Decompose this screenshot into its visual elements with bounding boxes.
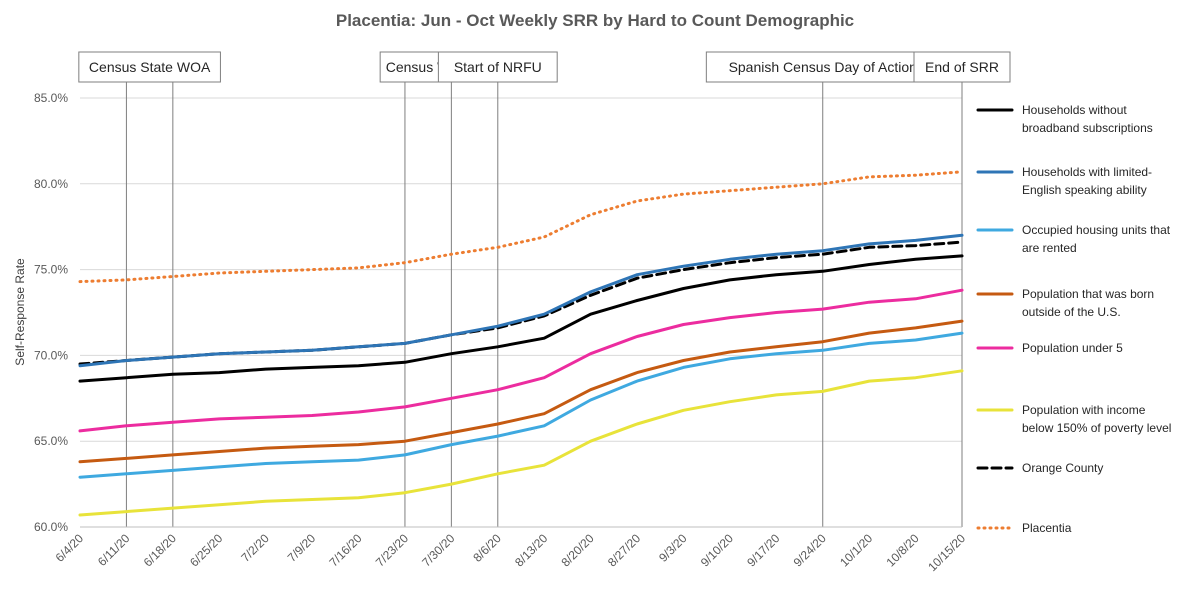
y-tick-label: 85.0% [34, 91, 68, 105]
x-tick-label: 7/30/20 [419, 531, 457, 569]
event-label: Spanish Census Day of Action [729, 59, 917, 75]
event-label: Start of NRFU [454, 59, 542, 75]
legend-label: outside of the U.S. [1022, 305, 1121, 319]
x-tick-label: 6/4/20 [53, 531, 87, 565]
series-line [78, 331, 964, 479]
series-line [78, 254, 964, 383]
legend-label: Placentia [1022, 521, 1072, 535]
legend-label: Population under 5 [1022, 341, 1123, 355]
x-tick-label: 6/11/20 [95, 531, 133, 569]
event-label-box [78, 51, 221, 83]
x-tick-label: 7/23/20 [373, 531, 411, 569]
y-axis-label: Self-Response Rate [13, 258, 27, 366]
x-tick-label: 8/20/20 [559, 531, 597, 569]
x-tick-label: 7/2/20 [238, 531, 272, 565]
plot-area [80, 97, 962, 528]
y-tick-label: 80.0% [34, 177, 68, 191]
x-tick-label: 6/18/20 [141, 531, 179, 569]
y-axis: 60.0% 65.0% 70.0% 75.0% 80.0% 85.0% [34, 91, 68, 534]
series-lines [78, 170, 964, 517]
x-tick-label: 6/25/20 [187, 531, 225, 569]
series-line [78, 240, 964, 366]
x-tick-label: 10/15/20 [925, 531, 968, 574]
series-line [78, 369, 964, 517]
y-tick-label: 65.0% [34, 434, 68, 448]
x-tick-label: 9/17/20 [744, 531, 782, 569]
legend-label: Population with income [1022, 403, 1146, 417]
x-tick-label: 9/24/20 [791, 531, 829, 569]
legend-label: below 150% of poverty level [1022, 421, 1171, 435]
legend-label: Population that was born [1022, 287, 1154, 301]
y-tick-label: 75.0% [34, 263, 68, 277]
x-tick-label: 10/1/20 [837, 531, 875, 569]
legend-label: Orange County [1022, 461, 1103, 475]
legend-label: are rented [1022, 241, 1077, 255]
event-label-box [705, 51, 940, 83]
series-line [78, 233, 964, 368]
y-tick-label: 60.0% [34, 520, 68, 534]
legend-label: Households without [1022, 103, 1127, 117]
x-tick-label: 8/27/20 [605, 531, 643, 569]
legend-label: Occupied housing units that [1022, 223, 1171, 237]
event-label-box [913, 51, 1011, 83]
x-tick-label: 9/10/20 [698, 531, 736, 569]
event-label: Census State WOA [89, 59, 211, 75]
x-tick-label: 9/3/20 [656, 531, 690, 565]
x-axis: 6/4/20 6/11/20 6/18/20 6/25/20 7/2/20 7/9/20 7… [53, 526, 968, 574]
x-tick-label: 7/9/20 [285, 531, 319, 565]
x-tick-label: 8/13/20 [512, 531, 550, 569]
series-line [78, 288, 964, 433]
event-label-box [437, 51, 558, 83]
x-tick-label: 8/6/20 [470, 531, 504, 565]
x-tick-label: 7/16/20 [326, 531, 364, 569]
series-line [78, 319, 964, 464]
legend-label: English speaking ability [1022, 183, 1147, 197]
legend-label: Households with limited- [1022, 165, 1152, 179]
chart-title: Placentia: Jun - Oct Weekly SRR by Hard … [336, 11, 854, 30]
event-label: End of SRR [925, 59, 999, 75]
legend-label: broadband subscriptions [1022, 121, 1153, 135]
y-tick-label: 70.0% [34, 348, 68, 362]
series-line [78, 170, 964, 284]
x-tick-label: 10/8/20 [883, 531, 921, 569]
legend: Households without broadband subscription… [976, 103, 1171, 535]
